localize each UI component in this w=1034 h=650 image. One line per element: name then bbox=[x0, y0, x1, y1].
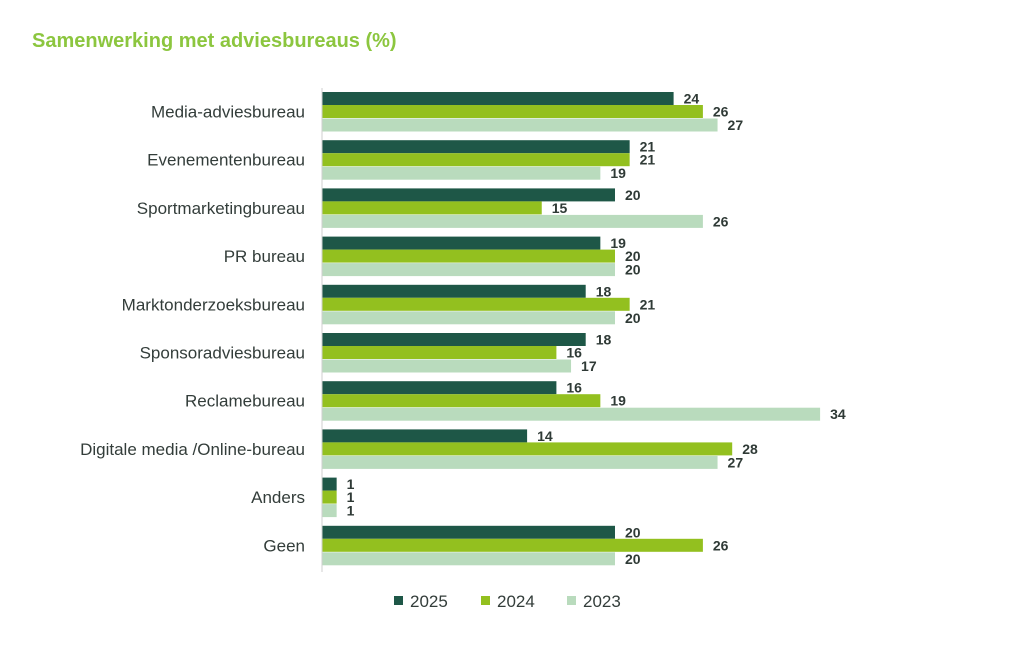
bar-2023 bbox=[322, 263, 615, 277]
bar-2024 bbox=[322, 442, 733, 456]
data-label: 26 bbox=[713, 104, 729, 120]
bar-2024 bbox=[322, 249, 615, 263]
category-label: Anders bbox=[251, 488, 305, 507]
value-labels: 2426272121192015261920201821201816171619… bbox=[347, 91, 846, 567]
data-label: 20 bbox=[625, 310, 641, 326]
data-label: 20 bbox=[625, 262, 641, 278]
category-label: Digitale media /Online-bureau bbox=[80, 440, 305, 459]
category-label: Sportmarketingbureau bbox=[137, 199, 305, 218]
data-label: 21 bbox=[640, 296, 656, 312]
chart-title: Samenwerking met adviesbureaus (%) bbox=[32, 30, 397, 52]
bar-2025 bbox=[322, 333, 586, 346]
data-label: 19 bbox=[610, 235, 626, 251]
bar-2025 bbox=[322, 525, 615, 539]
bar-2024 bbox=[322, 346, 557, 359]
data-label: 1 bbox=[347, 476, 355, 492]
bar-2024 bbox=[322, 297, 630, 311]
data-label: 26 bbox=[713, 537, 729, 553]
data-label: 27 bbox=[728, 454, 744, 470]
data-label: 16 bbox=[566, 345, 582, 361]
data-label: 24 bbox=[684, 91, 700, 107]
data-label: 21 bbox=[640, 139, 656, 155]
data-label: 15 bbox=[552, 200, 568, 216]
legend: 2025 2024 2023 bbox=[394, 592, 621, 611]
bar-2024 bbox=[322, 538, 703, 552]
category-label: Geen bbox=[263, 536, 305, 555]
legend-label-2023: 2023 bbox=[583, 592, 621, 611]
data-label: 20 bbox=[625, 248, 641, 264]
data-label: 28 bbox=[742, 441, 758, 457]
bar-2024 bbox=[322, 490, 337, 504]
bar-2025 bbox=[322, 477, 337, 491]
bar-2025 bbox=[322, 236, 601, 250]
data-label: 17 bbox=[581, 358, 597, 374]
category-label: Marktonderzoeksbureau bbox=[122, 295, 305, 314]
category-label: Reclamebureau bbox=[185, 392, 305, 411]
bar-2023 bbox=[322, 455, 718, 469]
data-label: 26 bbox=[713, 213, 729, 229]
category-label: Evenementenbureau bbox=[147, 151, 305, 170]
bar-2025 bbox=[322, 92, 674, 105]
legend-swatch-2023 bbox=[567, 596, 576, 605]
bar-2024 bbox=[322, 105, 703, 118]
data-label: 21 bbox=[640, 152, 656, 168]
bar-2023 bbox=[322, 118, 718, 132]
legend-swatch-2025 bbox=[394, 596, 403, 605]
data-label: 14 bbox=[537, 428, 553, 444]
data-label: 34 bbox=[830, 406, 846, 422]
category-label: Sponsoradviesbureau bbox=[140, 344, 305, 363]
bar-2023 bbox=[322, 359, 572, 373]
bar-2025 bbox=[322, 284, 586, 298]
bars bbox=[322, 92, 821, 566]
bar-2025 bbox=[322, 140, 630, 154]
data-label: 20 bbox=[625, 551, 641, 567]
category-label: Media-adviesbureau bbox=[151, 103, 305, 122]
data-label: 18 bbox=[596, 332, 612, 348]
data-label: 18 bbox=[596, 283, 612, 299]
legend-swatch-2024 bbox=[481, 596, 490, 605]
legend-label-2025: 2025 bbox=[410, 592, 448, 611]
bar-2024 bbox=[322, 394, 601, 408]
bar-2023 bbox=[322, 552, 615, 566]
bar-2023 bbox=[322, 166, 601, 180]
legend-label-2024: 2024 bbox=[497, 592, 535, 611]
bar-2023 bbox=[322, 407, 821, 421]
data-label: 19 bbox=[610, 393, 626, 409]
bar-2025 bbox=[322, 429, 528, 443]
bar-2025 bbox=[322, 188, 615, 202]
category-label: PR bureau bbox=[224, 247, 305, 266]
bar-2023 bbox=[322, 214, 703, 228]
data-label: 27 bbox=[728, 117, 744, 133]
data-label: 19 bbox=[610, 165, 626, 181]
bar-2025 bbox=[322, 381, 557, 395]
bar-2024 bbox=[322, 201, 542, 215]
data-label: 16 bbox=[566, 380, 582, 396]
category-labels: Media-adviesbureau Evenementenbureau Sport… bbox=[80, 103, 305, 556]
data-label: 1 bbox=[347, 503, 355, 519]
bar-2024 bbox=[322, 153, 630, 167]
bar-2023 bbox=[322, 311, 615, 325]
bar-2023 bbox=[322, 504, 337, 518]
data-label: 20 bbox=[625, 187, 641, 203]
data-label: 20 bbox=[625, 524, 641, 540]
data-label: 1 bbox=[347, 489, 355, 505]
